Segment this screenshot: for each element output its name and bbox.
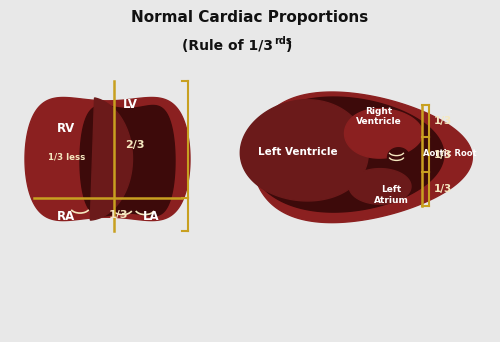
Polygon shape — [349, 169, 411, 204]
Polygon shape — [344, 109, 422, 158]
Text: Left
Atrium: Left Atrium — [374, 185, 409, 205]
Polygon shape — [249, 97, 444, 212]
Text: Left Ventricle: Left Ventricle — [258, 147, 338, 157]
Text: rds: rds — [274, 36, 291, 46]
Text: 1/3: 1/3 — [109, 210, 128, 221]
Polygon shape — [388, 148, 409, 167]
Text: 1/3 less: 1/3 less — [48, 153, 85, 162]
Text: 2/3: 2/3 — [125, 140, 145, 150]
Polygon shape — [80, 105, 175, 216]
Text: RA: RA — [58, 210, 76, 223]
Polygon shape — [240, 100, 368, 201]
Text: LV: LV — [122, 98, 138, 111]
Text: 1/3: 1/3 — [434, 116, 452, 126]
Text: RV: RV — [58, 122, 76, 135]
Polygon shape — [252, 92, 472, 223]
Text: Right
Ventricle: Right Ventricle — [356, 107, 402, 126]
Text: Aortic Root: Aortic Root — [423, 149, 477, 158]
Text: (Rule of 1/3: (Rule of 1/3 — [182, 39, 273, 53]
Polygon shape — [90, 98, 132, 220]
Text: 1/3: 1/3 — [434, 184, 452, 194]
Text: LA: LA — [143, 210, 160, 223]
Polygon shape — [25, 97, 190, 221]
Text: Normal Cardiac Proportions: Normal Cardiac Proportions — [132, 10, 368, 25]
Text: 1/3: 1/3 — [434, 150, 452, 160]
Text: ): ) — [286, 39, 292, 53]
